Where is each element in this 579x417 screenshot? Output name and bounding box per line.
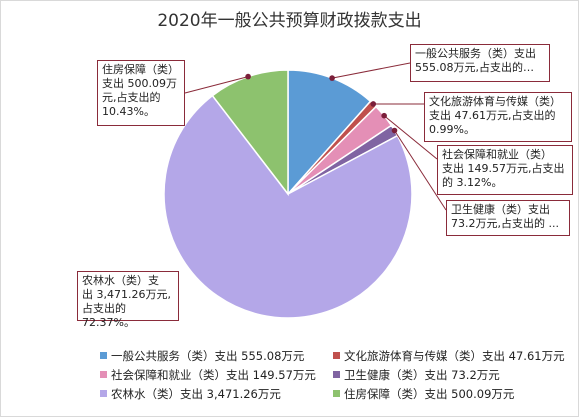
legend-item-housing-security: 住房保障（类）支出 500.09万元 <box>333 384 514 403</box>
leader-line <box>184 76 249 94</box>
legend-item-general-public-services: 一般公共服务（类）支出 555.08万元 <box>100 346 333 365</box>
legend-item-agriculture-forestry-water: 农林水（类）支出 3,471.26万元 <box>100 384 333 403</box>
data-label-agriculture-forestry-water: 农林水（类）支 出 3,471.26万元, 占支出的72.37%。 <box>77 271 179 329</box>
legend: 一般公共服务（类）支出 555.08万元 文化旅游体育与传媒（类）支出 47.6… <box>100 346 575 403</box>
legend-item-culture-tourism-sports-media: 文化旅游体育与传媒（类）支出 47.61万元 <box>333 346 565 365</box>
legend-swatch <box>100 371 107 378</box>
legend-label: 卫生健康（类）支出 73.2万元 <box>344 367 500 382</box>
leader-dot <box>381 112 387 119</box>
leader-dot <box>329 75 335 81</box>
legend-label: 农林水（类）支出 3,471.26万元 <box>111 386 281 401</box>
legend-swatch <box>333 371 340 378</box>
legend-swatch <box>333 390 340 397</box>
leader-dot <box>391 127 398 134</box>
pie-slice-agriculture-forestry-water <box>163 94 413 319</box>
data-label-social-security-employment: 社会保障和就业（类） 支出 149.57万元,占支出 的 3.12%。 <box>437 145 573 195</box>
data-label-housing-security: 住房保障（类） 支出 500.09万 元,占支出的 10.43%。 <box>97 60 185 126</box>
legend-swatch <box>100 352 107 359</box>
leader-dot <box>245 73 251 80</box>
leader-line <box>383 115 438 160</box>
legend-item-health: 卫生健康（类）支出 73.2万元 <box>333 365 500 384</box>
legend-swatch <box>100 390 107 397</box>
legend-label: 文化旅游体育与传媒（类）支出 47.61万元 <box>344 348 565 363</box>
leader-line <box>394 130 447 211</box>
leader-dot <box>370 101 377 107</box>
legend-label: 一般公共服务（类）支出 555.08万元 <box>111 348 305 363</box>
data-label-culture-tourism-sports-media: 文化旅游体育与传媒（类） 支出 47.61万元,占支出的 0.99%。 <box>424 92 572 142</box>
data-label-health: 卫生健康（类）支出 73.2万元,占支出的 ... <box>446 200 570 236</box>
leader-line <box>331 62 411 79</box>
legend-label: 社会保障和就业（类）支出 149.57万元 <box>111 367 316 382</box>
legend-swatch <box>333 352 340 359</box>
chart-title: 2020年一般公共预算财政拨款支出 <box>157 11 422 31</box>
legend-item-social-security-employment: 社会保障和就业（类）支出 149.57万元 <box>100 365 333 384</box>
data-label-general-public-services: 一般公共服务（类）支出 555.08万元,占支出的… <box>410 44 550 82</box>
legend-label: 住房保障（类）支出 500.09万元 <box>344 386 515 401</box>
